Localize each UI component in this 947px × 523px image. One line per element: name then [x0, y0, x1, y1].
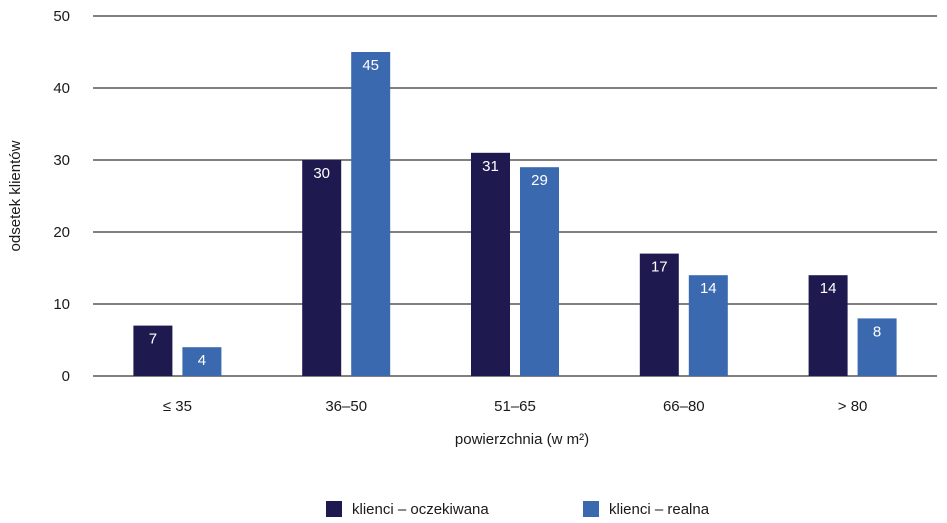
y-tick-label: 20	[53, 224, 70, 241]
y-tick-label: 50	[53, 8, 70, 25]
bar-value-label: 30	[313, 165, 330, 182]
bar-value-label: 17	[651, 259, 668, 276]
y-tick-label: 30	[53, 152, 70, 169]
bar	[182, 347, 222, 376]
bar	[471, 152, 510, 376]
bar	[520, 167, 559, 376]
bar-value-label: 14	[820, 280, 837, 297]
gridlines	[93, 15, 937, 377]
y-axis-label: odsetek klientów	[7, 140, 24, 251]
x-tick-label: > 80	[838, 398, 868, 415]
x-tick-label: 36–50	[325, 398, 367, 415]
bar	[688, 275, 728, 376]
bar	[857, 318, 897, 376]
bar	[351, 52, 391, 376]
bar-value-label: 8	[873, 323, 881, 340]
bar-value-label: 7	[149, 331, 157, 348]
x-tick-label: 51–65	[494, 398, 536, 415]
x-axis-label: powierzchnia (w m²)	[455, 431, 589, 448]
legend-swatch	[583, 501, 599, 517]
y-tick-label: 0	[62, 368, 70, 385]
bar	[639, 253, 679, 376]
bars: 7 4 30 45 31 29 17 14 14 8	[133, 52, 897, 376]
bar-value-label: 14	[700, 280, 717, 297]
bar-value-label: 45	[362, 57, 379, 74]
legend: klienci – oczekiwana klienci – realna	[326, 501, 710, 518]
bar-value-label: 4	[198, 352, 206, 369]
legend-label: klienci – realna	[609, 501, 710, 518]
legend-label: klienci – oczekiwana	[352, 501, 489, 518]
y-tick-label: 10	[53, 296, 70, 313]
bar	[808, 275, 848, 376]
x-axis-ticks: ≤ 35 36–50 51–65 66–80 > 80	[163, 398, 868, 415]
y-tick-label: 40	[53, 80, 70, 97]
bar	[133, 325, 173, 376]
y-axis-ticks: 0 10 20 30 40 50	[53, 8, 70, 385]
x-tick-label: ≤ 35	[163, 398, 192, 415]
x-tick-label: 66–80	[663, 398, 705, 415]
bar-value-label: 29	[531, 172, 548, 189]
bar	[302, 160, 342, 376]
legend-swatch	[326, 501, 342, 517]
bar-value-label: 31	[482, 158, 499, 175]
